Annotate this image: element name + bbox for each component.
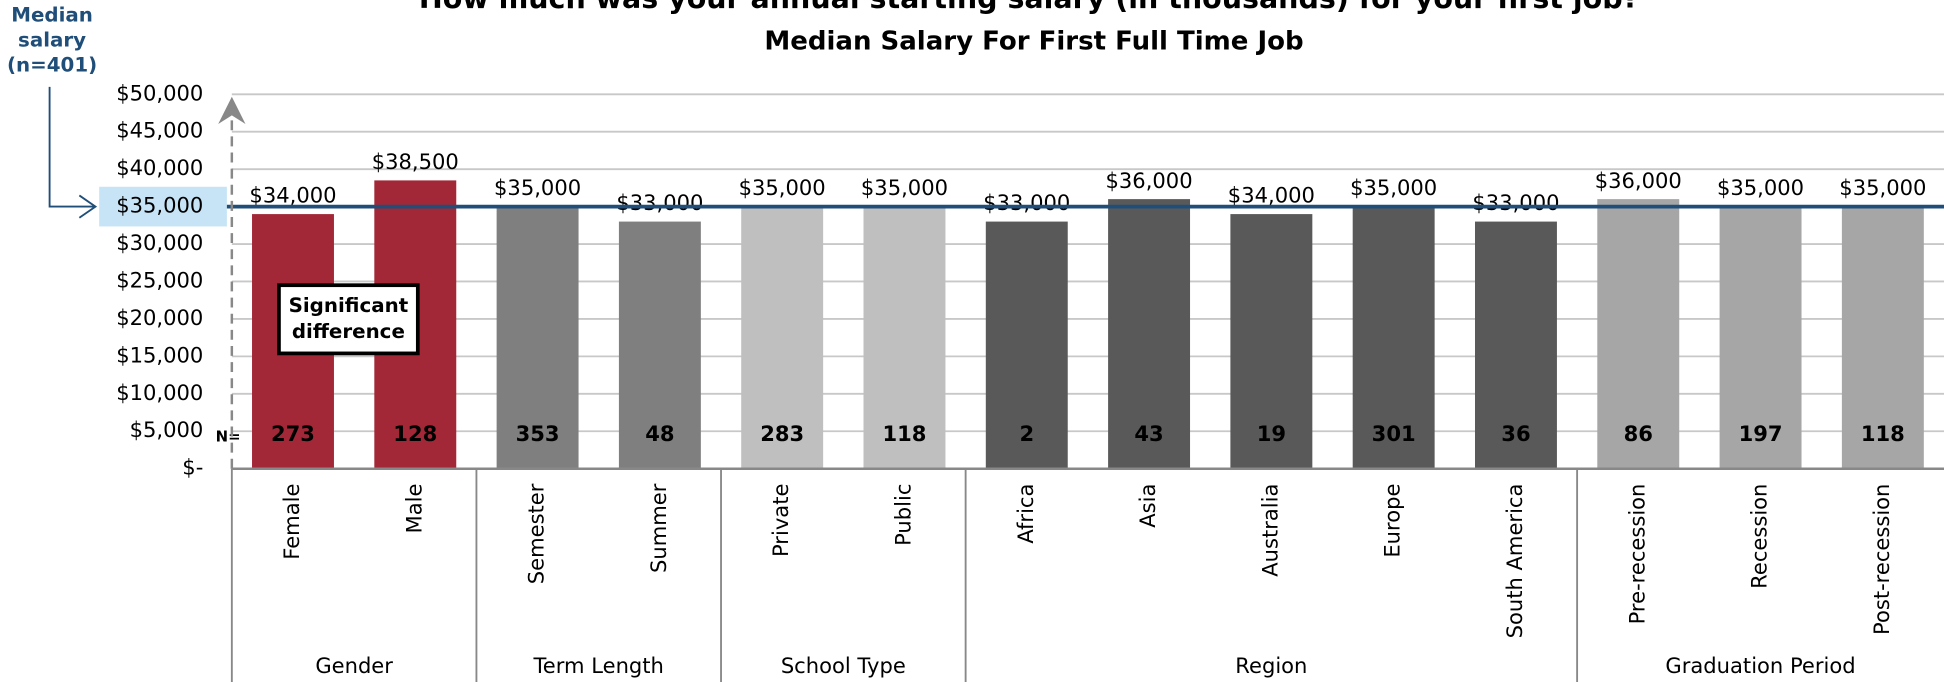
- bar: [1841, 206, 1924, 469]
- median-label: (n=401): [7, 53, 97, 76]
- bar: [1108, 199, 1191, 469]
- median-highlight: [99, 186, 227, 227]
- median-label: salary: [18, 28, 86, 51]
- data-label: $38,500: [372, 149, 459, 174]
- x-tick-label: Private: [768, 484, 793, 557]
- x-tick-label: Asia: [1135, 484, 1160, 528]
- data-label: $35,000: [1350, 175, 1437, 200]
- annotation: difference: [292, 320, 405, 343]
- data-label: $36,000: [1595, 168, 1682, 193]
- x-tick-label: Semester: [524, 483, 549, 584]
- group-label: School Type: [781, 653, 906, 678]
- x-tick-label: Post-recession: [1869, 484, 1894, 635]
- y-tick-label: $15,000: [116, 342, 203, 367]
- bar: [1230, 214, 1313, 469]
- bar: [985, 221, 1068, 469]
- median-arrow: [48, 86, 98, 219]
- n-label: 48: [645, 421, 674, 446]
- y-tick-label: $5,000: [130, 417, 204, 442]
- bar: [618, 221, 701, 469]
- n-label: 118: [1861, 421, 1905, 446]
- n-label: 43: [1134, 421, 1163, 446]
- n-label: 86: [1624, 421, 1653, 446]
- data-label: $33,000: [616, 190, 703, 215]
- data-label: $34,000: [1228, 183, 1315, 208]
- data-label: $33,000: [983, 190, 1070, 215]
- n-label: 36: [1501, 421, 1530, 446]
- group-label: Region: [1235, 653, 1307, 678]
- y-tick-label: $25,000: [116, 267, 203, 292]
- n-label: 301: [1372, 421, 1416, 446]
- y-tick-label: $45,000: [116, 118, 203, 143]
- bar: [863, 206, 946, 469]
- x-tick-label: Male: [401, 484, 426, 534]
- n-label: 353: [516, 421, 560, 446]
- n-label: 128: [393, 421, 437, 446]
- y-tick-label: $20,000: [116, 305, 203, 330]
- x-tick-label: Pre-recession: [1624, 484, 1649, 625]
- median-label: Median: [11, 4, 93, 27]
- y-tick-label: $10,000: [116, 380, 203, 405]
- y-tick-label: $50,000: [116, 80, 203, 105]
- data-label: $34,000: [249, 183, 336, 208]
- data-label: $35,000: [861, 175, 948, 200]
- x-tick-label: Female: [279, 484, 304, 560]
- bar: [1474, 221, 1557, 469]
- chart-title: How much was your annual starting salary…: [419, 0, 1639, 15]
- group-label: Gender: [315, 653, 393, 678]
- data-label: $35,000: [739, 175, 826, 200]
- bar: [496, 206, 579, 469]
- group-label: Graduation Period: [1665, 653, 1855, 678]
- data-label: $35,000: [1839, 175, 1926, 200]
- n-label: 2: [1019, 421, 1034, 446]
- data-label: $33,000: [1472, 190, 1559, 215]
- n-label: 197: [1739, 421, 1783, 446]
- bar: [1719, 206, 1802, 469]
- x-tick-label: Summer: [646, 483, 671, 573]
- x-tick-label: Australia: [1257, 484, 1282, 577]
- annotation: Significant: [289, 294, 409, 317]
- x-tick-label: Europe: [1380, 484, 1405, 558]
- n-label: 19: [1257, 421, 1286, 446]
- x-tick-label: Recession: [1747, 484, 1772, 589]
- y-tick-label: $-: [182, 455, 203, 480]
- y-tick-label: $30,000: [116, 230, 203, 255]
- chart-subtitle: Median Salary For First Full Time Job: [764, 27, 1303, 57]
- annotation-box: [277, 283, 420, 356]
- bar: [741, 206, 824, 469]
- group-label: Term Length: [533, 653, 664, 678]
- x-tick-label: Africa: [1013, 484, 1038, 544]
- y-tick-label: $40,000: [116, 155, 203, 180]
- bar: [1352, 206, 1435, 469]
- data-label: $35,000: [1717, 175, 1804, 200]
- data-label: $36,000: [1106, 168, 1193, 193]
- data-label: $35,000: [494, 175, 581, 200]
- n-prefix: N=: [216, 428, 241, 446]
- y-tick-label: $35,000: [116, 193, 203, 218]
- n-label: 283: [760, 421, 804, 446]
- y-axis-arrow: [218, 96, 246, 125]
- x-tick-label: Public: [890, 484, 915, 546]
- n-label: 118: [882, 421, 926, 446]
- x-tick-label: South America: [1502, 484, 1527, 639]
- bar: [1597, 199, 1680, 469]
- n-label: 273: [271, 421, 315, 446]
